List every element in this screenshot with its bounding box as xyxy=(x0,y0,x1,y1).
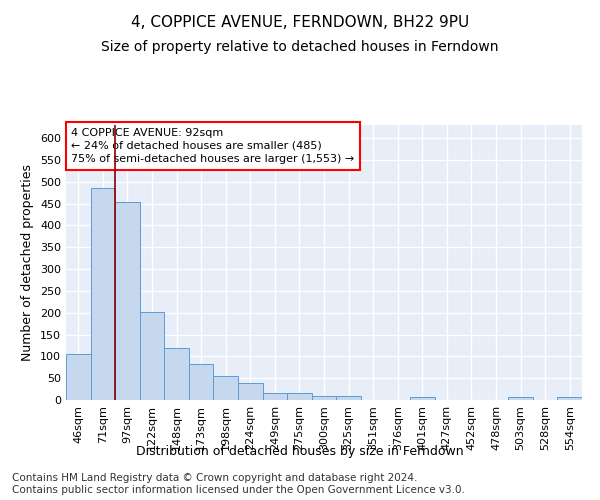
Bar xyxy=(312,396,336,400)
Bar xyxy=(189,364,214,400)
Text: Contains HM Land Registry data © Crown copyright and database right 2024.
Contai: Contains HM Land Registry data © Crown c… xyxy=(12,474,465,495)
Bar xyxy=(508,398,533,400)
Bar xyxy=(66,354,91,400)
Bar xyxy=(336,396,361,400)
Bar xyxy=(140,312,164,400)
Bar xyxy=(238,382,263,400)
Text: 4 COPPICE AVENUE: 92sqm
← 24% of detached houses are smaller (485)
75% of semi-d: 4 COPPICE AVENUE: 92sqm ← 24% of detache… xyxy=(71,128,355,164)
Bar xyxy=(410,398,434,400)
Bar xyxy=(164,348,189,400)
Bar xyxy=(115,202,140,400)
Bar xyxy=(91,188,115,400)
Text: Size of property relative to detached houses in Ferndown: Size of property relative to detached ho… xyxy=(101,40,499,54)
Text: Distribution of detached houses by size in Ferndown: Distribution of detached houses by size … xyxy=(136,445,464,458)
Y-axis label: Number of detached properties: Number of detached properties xyxy=(22,164,34,361)
Bar xyxy=(214,376,238,400)
Bar xyxy=(287,394,312,400)
Bar xyxy=(263,394,287,400)
Text: 4, COPPICE AVENUE, FERNDOWN, BH22 9PU: 4, COPPICE AVENUE, FERNDOWN, BH22 9PU xyxy=(131,15,469,30)
Bar xyxy=(557,396,582,400)
